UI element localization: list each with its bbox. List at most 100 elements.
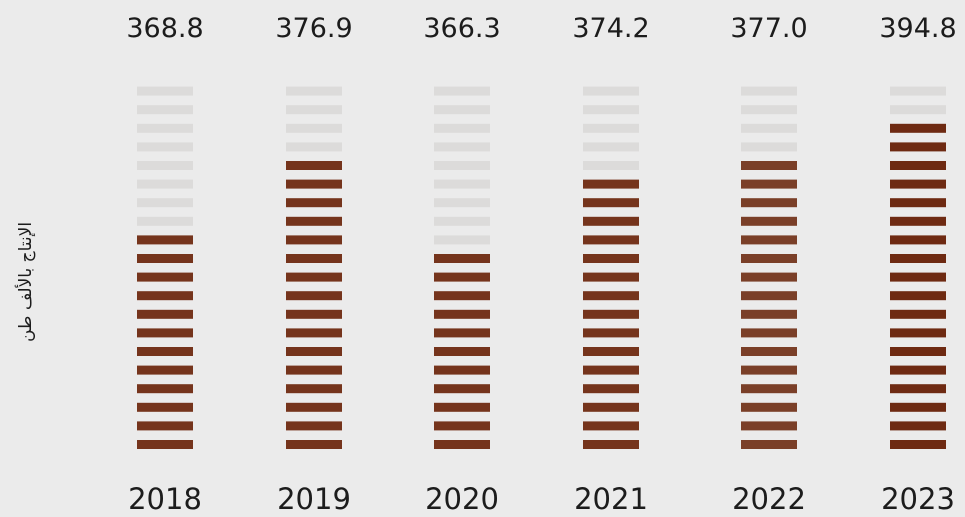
bar-segment-filled	[137, 365, 193, 375]
bar-segment-filled	[137, 328, 193, 338]
bar-segment-filled	[286, 161, 342, 170]
bar-segment-empty	[583, 123, 639, 133]
bar-segment-filled	[890, 421, 946, 431]
bar-segment-filled	[137, 272, 193, 282]
bar-segment-filled	[583, 421, 639, 431]
value-label-2020: 366.3	[423, 13, 500, 44]
x-tick-label-2021: 2021	[574, 482, 648, 516]
bar-segment-filled	[890, 440, 946, 449]
bar-segment-filled	[741, 161, 797, 170]
bar-segment-empty	[434, 86, 490, 96]
bar-segment-empty	[286, 86, 342, 96]
bar-segment-filled	[741, 421, 797, 431]
bar-segment-filled	[286, 365, 342, 375]
bar-segment-filled	[583, 384, 639, 394]
bar-segment-filled	[583, 235, 639, 245]
bar-segment-filled	[434, 365, 490, 375]
bar-segment-empty	[583, 105, 639, 115]
bar-segment-filled	[286, 216, 342, 226]
bar-segment-filled	[137, 402, 193, 412]
x-tick-label-2023: 2023	[881, 482, 955, 516]
bar-segment-empty	[434, 123, 490, 133]
bar-segment-empty	[890, 105, 946, 115]
bar-segment-filled	[741, 272, 797, 282]
bar-segment-filled	[741, 384, 797, 394]
bar-segment-filled	[286, 328, 342, 338]
bar-segment-filled	[741, 440, 797, 449]
bar-segment-filled	[890, 272, 946, 282]
bar-column-2020	[434, 86, 490, 449]
bar-segment-filled	[890, 291, 946, 301]
bar-segment-filled	[741, 235, 797, 245]
bar-segment-empty	[583, 86, 639, 96]
value-label-2022: 377.0	[730, 13, 807, 44]
bar-segment-filled	[890, 254, 946, 263]
bar-segment-filled	[741, 216, 797, 226]
bar-segment-filled	[583, 402, 639, 412]
bar-segment-empty	[434, 105, 490, 115]
bar-segment-filled	[741, 179, 797, 189]
bar-column-2021	[583, 86, 639, 449]
x-tick-label-2018: 2018	[128, 482, 202, 516]
bar-segment-filled	[890, 161, 946, 170]
x-tick-label-2019: 2019	[277, 482, 351, 516]
bar-segment-filled	[583, 198, 639, 208]
bar-segment-filled	[434, 384, 490, 394]
bar-segment-filled	[583, 179, 639, 189]
bar-segment-filled	[890, 384, 946, 394]
bar-segment-filled	[286, 440, 342, 449]
bar-segment-filled	[286, 347, 342, 356]
bar-segment-filled	[434, 254, 490, 263]
bar-segment-filled	[137, 235, 193, 245]
bar-segment-filled	[890, 198, 946, 208]
bar-segment-filled	[890, 309, 946, 319]
bar-segment-empty	[137, 216, 193, 226]
bar-segment-filled	[137, 254, 193, 263]
bar-column-2022	[741, 86, 797, 449]
x-tick-label-2022: 2022	[732, 482, 806, 516]
bar-segment-empty	[434, 198, 490, 208]
bar-column-2018	[137, 86, 193, 449]
bar-segment-empty	[741, 142, 797, 152]
bar-segment-filled	[434, 309, 490, 319]
value-label-2021: 374.2	[572, 13, 649, 44]
value-labels: 368.8 376.9 366.3 374.2 377.0 394.8	[126, 13, 956, 44]
bar-segment-filled	[583, 365, 639, 375]
value-label-2019: 376.9	[275, 13, 352, 44]
bar-segment-filled	[890, 347, 946, 356]
bar-segment-filled	[741, 365, 797, 375]
bar-segment-filled	[137, 421, 193, 431]
x-tick-labels: 2018 2019 2020 2021 2022 2023	[128, 482, 955, 516]
bar-segment-filled	[741, 254, 797, 263]
bar-segment-filled	[286, 402, 342, 412]
bar-segment-filled	[890, 328, 946, 338]
bar-segment-filled	[434, 440, 490, 449]
bar-segment-empty	[741, 105, 797, 115]
bar-segment-filled	[286, 309, 342, 319]
bar-segment-filled	[583, 440, 639, 449]
bar-segment-filled	[741, 309, 797, 319]
bar-segment-filled	[890, 402, 946, 412]
bar-segment-filled	[286, 291, 342, 301]
bar-segment-empty	[137, 105, 193, 115]
bar-segment-filled	[583, 328, 639, 338]
bar-segment-filled	[583, 216, 639, 226]
bar-segment-filled	[890, 179, 946, 189]
bar-segment-filled	[890, 216, 946, 226]
bar-segment-filled	[286, 421, 342, 431]
bar-segment-empty	[286, 123, 342, 133]
bar-column-2019	[286, 86, 342, 449]
bar-segment-filled	[137, 440, 193, 449]
bar-segment-filled	[137, 309, 193, 319]
bar-segment-filled	[890, 142, 946, 152]
bar-segment-empty	[434, 161, 490, 170]
bar-segment-filled	[741, 291, 797, 301]
bar-segment-filled	[434, 402, 490, 412]
bar-segment-filled	[137, 347, 193, 356]
bar-segment-filled	[286, 384, 342, 394]
bar-segment-filled	[890, 365, 946, 375]
bar-segment-filled	[583, 291, 639, 301]
bar-segment-empty	[286, 142, 342, 152]
value-label-2023: 394.8	[879, 13, 956, 44]
